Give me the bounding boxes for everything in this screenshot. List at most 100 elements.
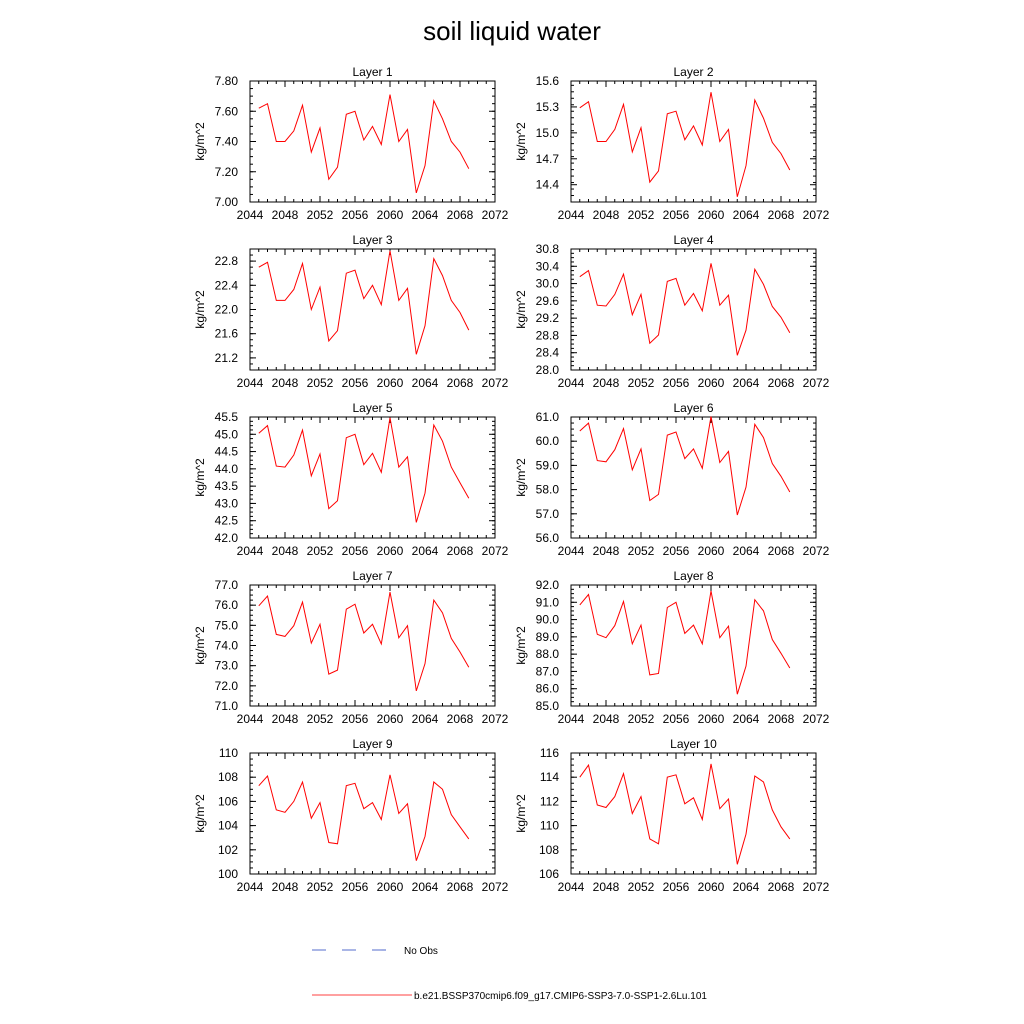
chart-panel: Layer 8 kg/m^2 2044 2048 2052 2056 2060 2064 206…	[514, 569, 830, 726]
y-axis-label: kg/m^2	[193, 122, 207, 161]
x-tick-label: 2056	[663, 208, 690, 222]
series-line	[258, 417, 470, 523]
x-tick-label: 2052	[628, 712, 655, 726]
x-tick-label: 2072	[803, 880, 830, 894]
x-tick-label: 2052	[628, 208, 655, 222]
x-tick-label: 2056	[663, 376, 690, 390]
y-axis-label: kg/m^2	[193, 458, 207, 497]
series-line	[579, 263, 791, 356]
series-line	[579, 92, 791, 197]
series-line	[258, 250, 470, 355]
x-tick-label: 2048	[593, 376, 620, 390]
x-tick-label: 2068	[768, 544, 795, 558]
plot-frame	[249, 416, 496, 539]
y-tick-label: 29.2	[536, 311, 560, 325]
x-tick-label: 2056	[342, 208, 369, 222]
y-tick-label: 22.4	[215, 278, 239, 292]
x-tick-label: 2064	[412, 880, 439, 894]
x-tick-label: 2064	[733, 376, 760, 390]
y-tick-label: 44.0	[215, 462, 239, 476]
y-axis-label: kg/m^2	[514, 290, 528, 329]
x-tick-label: 2052	[307, 208, 334, 222]
plot-frame	[249, 752, 496, 875]
y-tick-label: 7.80	[215, 74, 239, 88]
y-tick-label: 74.0	[215, 639, 239, 653]
chart-panel: Layer 5 kg/m^2 2044 2048 2052 2056 2060 2064 206…	[193, 401, 509, 558]
y-tick-label: 89.0	[536, 630, 560, 644]
y-tick-label: 71.0	[215, 699, 239, 713]
x-tick-label: 2060	[377, 544, 404, 558]
y-tick-label: 77.0	[215, 578, 239, 592]
y-tick-label: 58.0	[536, 483, 560, 497]
x-tick-label: 2052	[628, 376, 655, 390]
x-tick-label: 2052	[628, 880, 655, 894]
series-line	[258, 592, 470, 692]
y-tick-label: 85.0	[536, 699, 560, 713]
chart-panel: Layer 9 kg/m^2 2044 2048 2052 2056 2060 2064 206…	[193, 737, 509, 894]
y-tick-label: 30.0	[536, 277, 560, 291]
y-tick-label: 92.0	[536, 578, 560, 592]
panel-title: Layer 4	[673, 233, 713, 247]
x-tick-label: 2060	[377, 208, 404, 222]
x-tick-label: 2056	[663, 880, 690, 894]
y-tick-label: 110	[219, 746, 238, 760]
y-tick-label: 60.0	[536, 434, 560, 448]
plot-frame	[570, 416, 817, 539]
y-tick-label: 15.0	[536, 126, 560, 140]
y-tick-label: 116	[540, 746, 559, 760]
y-axis-label: kg/m^2	[514, 794, 528, 833]
x-tick-label: 2056	[663, 544, 690, 558]
x-tick-label: 2072	[482, 544, 509, 558]
x-tick-label: 2048	[593, 712, 620, 726]
y-tick-label: 106	[218, 794, 238, 808]
x-tick-label: 2060	[377, 376, 404, 390]
x-tick-label: 2052	[307, 376, 334, 390]
x-tick-label: 2044	[237, 712, 264, 726]
figure-title: soil liquid water	[423, 16, 601, 46]
x-tick-label: 2068	[768, 880, 795, 894]
y-tick-label: 87.0	[536, 664, 560, 678]
panel-title: Layer 1	[352, 65, 392, 79]
x-tick-label: 2044	[237, 208, 264, 222]
y-tick-label: 21.2	[215, 351, 239, 365]
x-tick-label: 2056	[342, 712, 369, 726]
x-tick-label: 2060	[698, 208, 725, 222]
y-tick-label: 14.7	[536, 152, 560, 166]
y-tick-label: 28.8	[536, 328, 560, 342]
y-tick-label: 22.0	[215, 303, 239, 317]
y-tick-label: 28.0	[536, 363, 560, 377]
y-tick-label: 57.0	[536, 507, 560, 521]
x-tick-label: 2044	[558, 880, 585, 894]
x-tick-label: 2064	[412, 712, 439, 726]
y-tick-label: 7.20	[215, 165, 239, 179]
y-axis-label: kg/m^2	[193, 290, 207, 329]
series-line	[258, 94, 470, 194]
series-line	[579, 416, 791, 516]
x-tick-label: 2072	[803, 208, 830, 222]
y-axis-label: kg/m^2	[193, 794, 207, 833]
y-tick-label: 15.3	[536, 100, 560, 114]
y-tick-label: 29.6	[536, 294, 560, 308]
series-line	[579, 590, 791, 695]
x-tick-label: 2068	[447, 544, 474, 558]
y-tick-label: 86.0	[536, 682, 560, 696]
x-tick-label: 2044	[237, 880, 264, 894]
x-tick-label: 2048	[272, 376, 299, 390]
plot-frame	[570, 248, 817, 371]
x-tick-label: 2060	[698, 712, 725, 726]
y-tick-label: 106	[539, 867, 559, 881]
y-axis-label: kg/m^2	[514, 626, 528, 665]
x-tick-label: 2068	[447, 376, 474, 390]
x-tick-label: 2072	[803, 376, 830, 390]
x-tick-label: 2048	[593, 544, 620, 558]
plot-frame	[249, 80, 496, 203]
chart-panel: Layer 2 kg/m^2 2044 2048 2052 2056 2060 2064 206…	[514, 65, 830, 222]
panel-title: Layer 10	[670, 737, 717, 751]
x-tick-label: 2060	[377, 880, 404, 894]
plot-frame	[570, 752, 817, 875]
y-tick-label: 30.8	[536, 242, 560, 256]
y-tick-label: 90.0	[536, 613, 560, 627]
x-tick-label: 2060	[698, 544, 725, 558]
x-tick-label: 2072	[803, 712, 830, 726]
x-tick-label: 2072	[482, 712, 509, 726]
